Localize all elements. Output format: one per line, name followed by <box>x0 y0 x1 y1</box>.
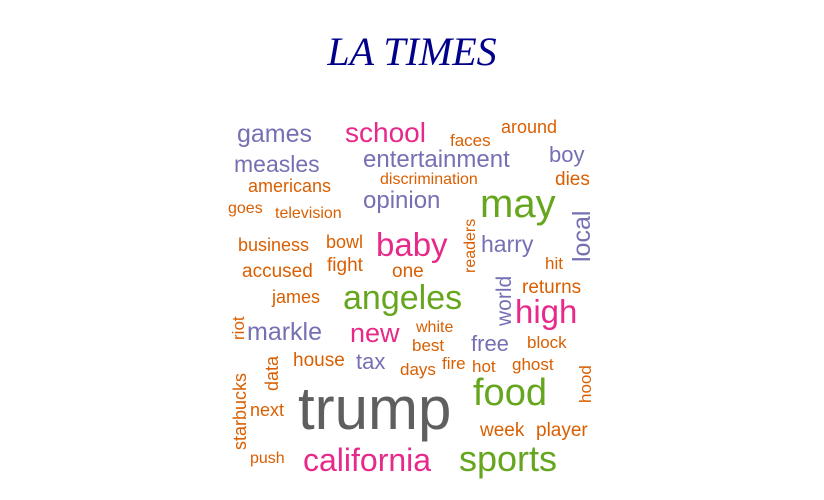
page-title: LA TIMES <box>327 29 497 74</box>
word-around: around <box>501 117 558 137</box>
word-hot: hot <box>472 357 496 376</box>
word-measles: measles <box>234 151 320 177</box>
word-world: world <box>493 275 516 326</box>
word-free: free <box>471 331 509 356</box>
word-opinion: opinion <box>363 187 441 214</box>
word-americans: americans <box>248 176 332 196</box>
word-house: house <box>293 350 345 371</box>
word-school: school <box>345 117 426 148</box>
word-player: player <box>536 420 588 441</box>
word-james: james <box>272 287 321 307</box>
word-best: best <box>412 336 445 355</box>
word-accused: accused <box>242 261 313 282</box>
word-dies: dies <box>555 169 590 190</box>
word-push: push <box>250 450 285 467</box>
word-faces: faces <box>450 131 491 150</box>
word-new: new <box>350 318 400 348</box>
word-one: one <box>392 261 424 282</box>
word-harry: harry <box>481 231 534 257</box>
word-food: food <box>473 372 547 414</box>
word-high: high <box>515 293 578 330</box>
word-fire: fire <box>442 354 466 373</box>
word-fight: fight <box>327 255 363 276</box>
word-block: block <box>527 333 567 352</box>
word-returns: returns <box>522 277 582 298</box>
word-markle: markle <box>247 318 323 346</box>
word-days: days <box>400 360 436 379</box>
word-hit: hit <box>545 254 563 273</box>
word-ghost: ghost <box>512 355 554 374</box>
word-television: television <box>275 205 342 222</box>
word-local: local <box>568 210 596 262</box>
word-goes: goes <box>228 200 263 217</box>
word-sports: sports <box>459 438 558 479</box>
word-riot: riot <box>229 316 248 340</box>
word-hood: hood <box>576 365 595 403</box>
word-discrimination: discrimination <box>380 171 478 188</box>
word-california: california <box>303 442 432 478</box>
word-week: week <box>480 420 525 441</box>
word-white: white <box>416 319 454 336</box>
word-games: games <box>237 120 313 148</box>
word-boy: boy <box>549 142 585 167</box>
word-bowl: bowl <box>326 232 364 252</box>
word-business: business <box>238 235 310 255</box>
word-next: next <box>250 400 285 420</box>
word-starbucks: starbucks <box>230 372 250 450</box>
word-may: may <box>480 182 556 226</box>
word-entertainment: entertainment <box>363 146 510 173</box>
word-baby: baby <box>376 226 448 263</box>
word-angeles: angeles <box>343 279 463 317</box>
word-tax: tax <box>356 349 386 374</box>
word-trump: trump <box>298 375 452 442</box>
word-readers: readers <box>462 218 479 273</box>
word-data: data <box>262 355 282 391</box>
